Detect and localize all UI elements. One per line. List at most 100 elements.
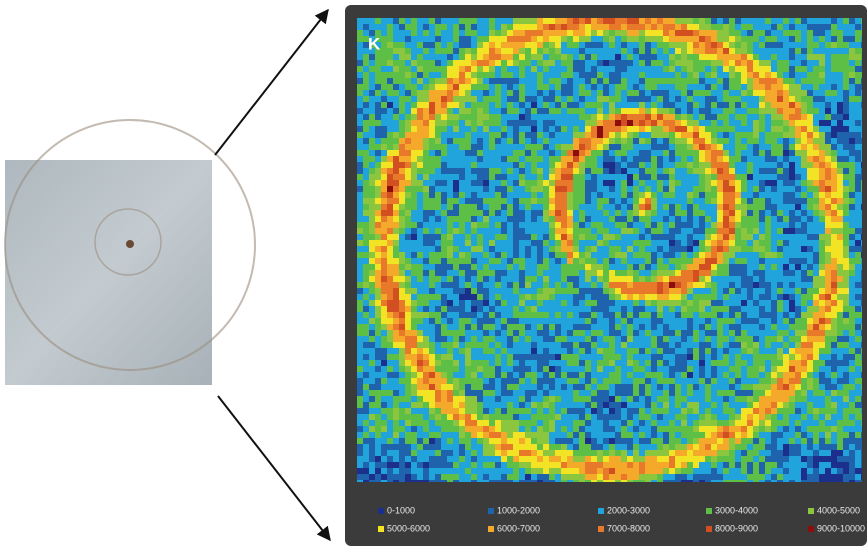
- heatmap-cell: [687, 330, 694, 337]
- heatmap-cell: [375, 354, 382, 361]
- heatmap-cell: [561, 18, 568, 25]
- heatmap-cell: [429, 336, 436, 343]
- heatmap-cell: [489, 66, 496, 73]
- heatmap-cell: [417, 294, 424, 301]
- heatmap-cell: [729, 306, 736, 313]
- heatmap-cell: [627, 252, 634, 259]
- heatmap-cell: [819, 228, 826, 235]
- heatmap-cell: [837, 186, 844, 193]
- heatmap-cell: [537, 252, 544, 259]
- heatmap-cell: [711, 228, 718, 235]
- heatmap-cell: [687, 168, 694, 175]
- heatmap-cell: [369, 354, 376, 361]
- heatmap-cell: [519, 144, 526, 151]
- heatmap-cell: [777, 36, 784, 43]
- heatmap-cell: [765, 90, 772, 97]
- heatmap-cell: [531, 156, 538, 163]
- heatmap-cell: [369, 42, 376, 49]
- heatmap-cell: [483, 282, 490, 289]
- heatmap-cell: [489, 180, 496, 187]
- heatmap-cell: [501, 354, 508, 361]
- heatmap-cell: [387, 66, 394, 73]
- heatmap-cell: [633, 36, 640, 43]
- heatmap-cell: [651, 312, 658, 319]
- heatmap-cell: [417, 120, 424, 127]
- heatmap-cell: [501, 282, 508, 289]
- heatmap-cell: [363, 66, 370, 73]
- heatmap-cell: [771, 84, 778, 91]
- heatmap-cell: [525, 222, 532, 229]
- heatmap-cell: [789, 312, 796, 319]
- heatmap-cell: [591, 36, 598, 43]
- heatmap-cell: [807, 276, 814, 283]
- heatmap-cell: [513, 138, 520, 145]
- heatmap-cell: [795, 234, 802, 241]
- heatmap-cell: [621, 78, 628, 85]
- heatmap-cell: [495, 66, 502, 73]
- heatmap-cell: [357, 120, 364, 127]
- heatmap-cell: [411, 84, 418, 91]
- heatmap-cell: [843, 48, 850, 55]
- heatmap-cell: [789, 216, 796, 223]
- heatmap-cell: [357, 126, 364, 133]
- heatmap-cell: [609, 174, 616, 181]
- heatmap-cell: [531, 318, 538, 325]
- heatmap-cell: [591, 18, 598, 25]
- heatmap-cell: [675, 300, 682, 307]
- heatmap-cell: [801, 54, 808, 61]
- heatmap-cell: [783, 360, 790, 367]
- heatmap-cell: [435, 342, 442, 349]
- heatmap-cell: [423, 180, 430, 187]
- heatmap-cell: [471, 210, 478, 217]
- heatmap-cell: [453, 156, 460, 163]
- heatmap-cell: [597, 228, 604, 235]
- heatmap-cell: [849, 114, 856, 121]
- heatmap-cell: [567, 312, 574, 319]
- heatmap-cell: [843, 162, 850, 169]
- heatmap-cell: [759, 168, 766, 175]
- heatmap-cell: [381, 288, 388, 295]
- heatmap-cell: [843, 156, 850, 163]
- heatmap-cell: [405, 294, 412, 301]
- heatmap-cell: [711, 276, 718, 283]
- heatmap-cell: [693, 42, 700, 49]
- heatmap-cell: [633, 366, 640, 373]
- heatmap-cell: [849, 30, 856, 37]
- heatmap-cell: [525, 312, 532, 319]
- heatmap-cell: [615, 78, 622, 85]
- heatmap-cell: [459, 90, 466, 97]
- heatmap-cell: [435, 180, 442, 187]
- heatmap-cell: [723, 162, 730, 169]
- heatmap-cell: [699, 324, 706, 331]
- heatmap-cell: [597, 162, 604, 169]
- heatmap-cell: [759, 102, 766, 109]
- heatmap-cell: [585, 66, 592, 73]
- heatmap-cell: [549, 186, 556, 193]
- heatmap-cell: [459, 138, 466, 145]
- heatmap-cell: [855, 150, 862, 157]
- heatmap-cell: [687, 60, 694, 67]
- heatmap-cell: [441, 276, 448, 283]
- heatmap-cell: [597, 72, 604, 79]
- heatmap-cell: [645, 240, 652, 247]
- heatmap-cell: [405, 42, 412, 49]
- heatmap-cell: [729, 204, 736, 211]
- heatmap-cell: [483, 306, 490, 313]
- heatmap-cell: [411, 186, 418, 193]
- heatmap-cell: [603, 324, 610, 331]
- heatmap-cell: [819, 246, 826, 253]
- heatmap-cell: [417, 252, 424, 259]
- heatmap-cell: [693, 96, 700, 103]
- heatmap-cell: [849, 330, 856, 337]
- heatmap-cell: [417, 24, 424, 31]
- heatmap-cell: [423, 354, 430, 361]
- heatmap-cell: [585, 78, 592, 85]
- heatmap-cell: [657, 114, 664, 121]
- heatmap-cell: [627, 324, 634, 331]
- heatmap-cell: [591, 30, 598, 37]
- heatmap-cell: [441, 330, 448, 337]
- heatmap-cell: [783, 150, 790, 157]
- heatmap-cell: [633, 90, 640, 97]
- heatmap-cell: [483, 312, 490, 319]
- heatmap-cell: [603, 300, 610, 307]
